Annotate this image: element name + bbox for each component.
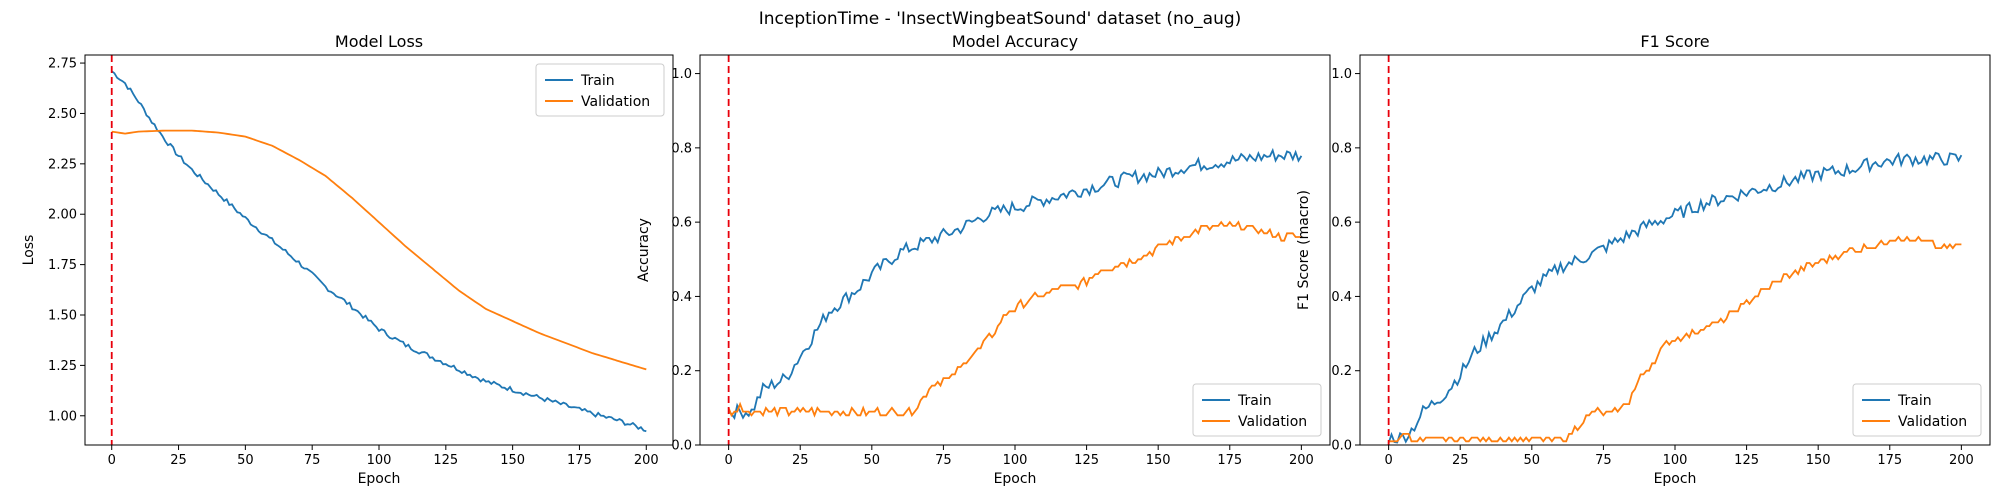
x-axis-label: Epoch — [1654, 471, 1697, 487]
figure-title: InceptionTime - 'InsectWingbeatSound' da… — [759, 9, 1242, 29]
x-tick-label: 75 — [304, 453, 321, 468]
subplot-title: Model Loss — [335, 32, 423, 51]
x-tick-label: 50 — [864, 453, 881, 468]
x-tick-label: 0 — [1384, 453, 1392, 468]
y-tick-label: 1.0 — [1331, 67, 1352, 82]
y-tick-label: 2.75 — [48, 57, 77, 72]
x-tick-label: 100 — [367, 453, 392, 468]
x-tick-label: 100 — [1663, 453, 1688, 468]
y-tick-label: 2.25 — [48, 157, 77, 172]
legend-box — [1192, 383, 1322, 437]
subplot-3: F1 Score 0 25 50 75 100 125 150 175 200 0.0 0.2 0.4 0… — [1296, 32, 1991, 487]
y-tick-label: 1.25 — [48, 359, 77, 374]
y-axis-label: Loss — [21, 235, 37, 266]
y-tick-label: 1.50 — [48, 309, 77, 324]
subplot-1: Model Loss 0 25 50 75 100 125 150 175 200 1.00 1.25… — [21, 32, 674, 487]
y-axis-label: Accuracy — [636, 218, 652, 282]
legend: Train Validation — [535, 63, 665, 117]
x-tick-label: 150 — [1806, 453, 1831, 468]
y-tick-label: 1.0 — [671, 67, 692, 82]
x-tick-label: 175 — [1217, 453, 1242, 468]
x-tick-label: 75 — [935, 453, 952, 468]
x-tick-label: 150 — [1146, 453, 1171, 468]
x-tick-label: 25 — [792, 453, 809, 468]
y-tick-label: 0.2 — [1331, 364, 1352, 379]
x-tick-label: 25 — [1452, 453, 1469, 468]
series-line-train — [727, 147, 1303, 421]
y-tick-label: 0.4 — [671, 290, 692, 305]
x-tick-label: 125 — [1074, 453, 1099, 468]
legend-label-train: Train — [1237, 393, 1272, 409]
x-tick-label: 125 — [433, 453, 458, 468]
legend-label-train: Train — [580, 73, 615, 89]
series-line-validation — [111, 129, 647, 371]
y-tick-label: 0.8 — [671, 141, 692, 156]
subplot-title: F1 Score — [1640, 32, 1709, 51]
x-axis-label: Epoch — [358, 471, 401, 487]
y-tick-label: 0.0 — [1331, 439, 1352, 454]
x-tick-label: 175 — [1877, 453, 1902, 468]
legend: Train Validation — [1852, 383, 1982, 437]
x-tick-label: 75 — [1595, 453, 1612, 468]
y-tick-label: 2.50 — [48, 107, 77, 122]
subplot-2: Model Accuracy 0 25 50 75 100 125 150 175 200 0.0 0… — [636, 32, 1331, 487]
legend: Train Validation — [1192, 383, 1322, 437]
x-axis-label: Epoch — [994, 471, 1037, 487]
x-tick-label: 0 — [724, 453, 732, 468]
x-tick-label: 125 — [1734, 453, 1759, 468]
legend-label-validation: Validation — [1898, 414, 1967, 430]
x-tick-label: 25 — [170, 453, 187, 468]
y-tick-label: 2.00 — [48, 208, 77, 223]
y-tick-label: 0.6 — [671, 216, 692, 231]
series-line-validation — [727, 220, 1302, 418]
x-tick-label: 50 — [1524, 453, 1541, 468]
x-tick-label: 0 — [108, 453, 116, 468]
legend-box — [535, 63, 665, 117]
y-tick-label: 1.75 — [48, 258, 77, 273]
legend-box — [1852, 383, 1982, 437]
series-line-validation — [1388, 235, 1962, 443]
legend-label-validation: Validation — [581, 94, 650, 110]
x-tick-label: 175 — [567, 453, 592, 468]
subplot-title: Model Accuracy — [952, 32, 1078, 51]
legend-label-validation: Validation — [1238, 414, 1307, 430]
legend-label-train: Train — [1897, 393, 1932, 409]
y-tick-label: 0.4 — [1331, 290, 1352, 305]
y-tick-label: 0.2 — [671, 364, 692, 379]
y-axis-label: F1 Score (macro) — [1296, 190, 1312, 310]
y-tick-label: 0.8 — [1331, 141, 1352, 156]
y-tick-label: 0.6 — [1331, 216, 1352, 231]
x-tick-label: 200 — [1289, 453, 1314, 468]
x-tick-label: 150 — [500, 453, 525, 468]
x-tick-label: 100 — [1003, 453, 1028, 468]
series-line-train — [111, 70, 647, 433]
series-line-train — [1387, 151, 1963, 444]
x-tick-label: 200 — [634, 453, 659, 468]
x-tick-label: 50 — [237, 453, 254, 468]
y-tick-label: 1.00 — [48, 409, 77, 424]
x-tick-label: 200 — [1949, 453, 1974, 468]
y-tick-label: 0.0 — [671, 439, 692, 454]
